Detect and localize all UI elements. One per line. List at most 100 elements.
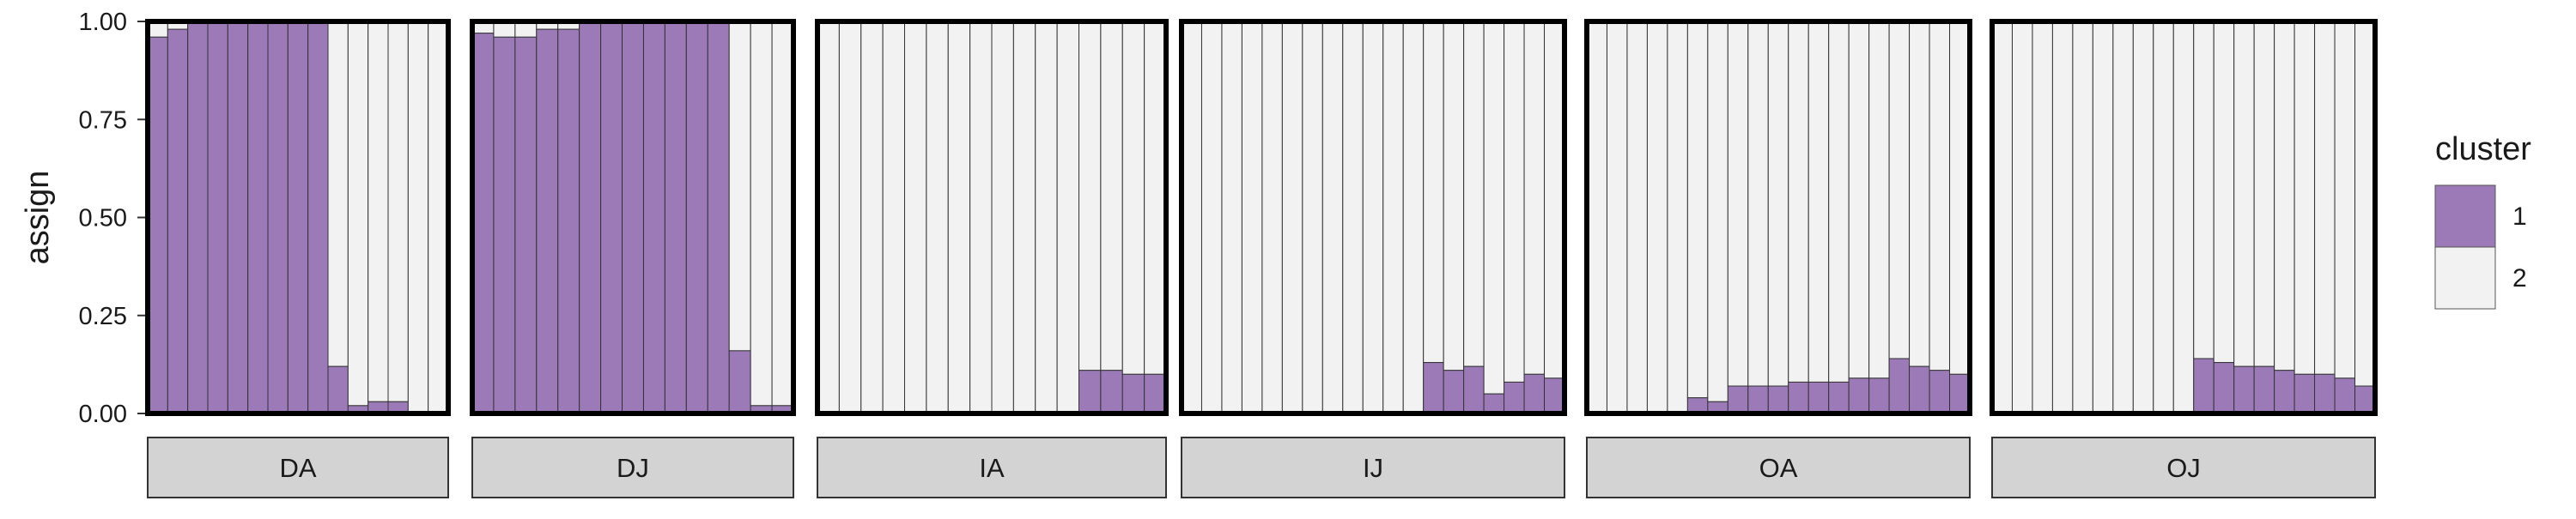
facet-strip xyxy=(471,437,794,498)
bar-cluster1 xyxy=(247,21,269,414)
y-axis-title: assign xyxy=(20,171,56,265)
bar-cluster1 xyxy=(2314,373,2336,414)
bar-cluster1 xyxy=(1144,373,1167,414)
bar-cluster1 xyxy=(1929,370,1951,414)
bar-cluster1 xyxy=(2334,377,2356,414)
bar-cluster1 xyxy=(147,36,168,414)
bar-cluster2 xyxy=(1747,21,1769,387)
bar-cluster1 xyxy=(307,21,329,414)
y-tick-label: 0.00 xyxy=(79,401,127,428)
bar-cluster2 xyxy=(1807,21,1830,383)
bar-cluster2 xyxy=(2153,21,2174,414)
panel-border xyxy=(145,19,451,416)
bar-cluster2 xyxy=(991,21,1014,414)
bar-cluster1 xyxy=(1848,377,1870,414)
bar-cluster2 xyxy=(347,21,369,407)
bar-cluster1 xyxy=(1483,393,1505,414)
bar-cluster2 xyxy=(1788,21,1809,383)
bar-cluster1 xyxy=(1909,365,1930,414)
bar-cluster1 xyxy=(2253,365,2275,414)
bar-cluster2 xyxy=(1181,21,1202,414)
bar-cluster2 xyxy=(947,21,971,414)
bar-cluster2 xyxy=(2172,21,2195,414)
bar-cluster1 xyxy=(187,21,209,414)
bar-cluster2 xyxy=(2334,21,2356,379)
bar-cluster1 xyxy=(1463,365,1485,414)
legend-title: cluster xyxy=(2435,131,2531,167)
bar-cluster2 xyxy=(2233,21,2255,367)
bar-cluster2 xyxy=(1504,21,1525,383)
legend-label-2: 2 xyxy=(2512,264,2527,293)
bar-cluster2 xyxy=(1221,21,1242,414)
bar-cluster2 xyxy=(728,21,751,352)
bar-cluster1 xyxy=(514,36,538,414)
bar-cluster2 xyxy=(1727,21,1749,387)
bar-cluster1 xyxy=(1747,385,1769,414)
bar-cluster1 xyxy=(1544,377,1565,414)
bar-cluster2 xyxy=(1342,21,1364,414)
bar-cluster1 xyxy=(1443,370,1465,414)
bar-cluster1 xyxy=(1828,381,1850,414)
bar-cluster2 xyxy=(2354,21,2376,387)
bar-cluster2 xyxy=(2193,21,2215,359)
bar-cluster2 xyxy=(2092,21,2114,414)
bar-cluster2 xyxy=(1200,21,1223,414)
bar-cluster1 xyxy=(1423,362,1444,414)
bar-cluster2 xyxy=(1121,21,1145,375)
bar-cluster1 xyxy=(2193,358,2215,414)
bar-cluster1 xyxy=(227,21,249,414)
panel-border xyxy=(470,19,796,416)
bar-cluster1 xyxy=(493,36,516,414)
bar-cluster2 xyxy=(1241,21,1263,414)
bar-cluster1 xyxy=(207,21,228,414)
bar-cluster2 xyxy=(1848,21,1870,379)
bar-cluster2 xyxy=(1888,21,1911,359)
bar-cluster2 xyxy=(1302,21,1323,414)
bar-cluster2 xyxy=(1667,21,1688,414)
panel-border xyxy=(1584,19,1972,416)
bar-cluster1 xyxy=(1523,373,1546,414)
bar-cluster1 xyxy=(167,28,189,414)
bar-cluster2 xyxy=(1586,21,1607,414)
facet-strip xyxy=(817,437,1167,498)
facet-strip xyxy=(1586,437,1971,498)
bar-cluster2 xyxy=(2253,21,2275,367)
bar-cluster2 xyxy=(1443,21,1465,371)
facet-strip xyxy=(1181,437,1565,498)
bar-cluster1 xyxy=(1949,373,1971,414)
bar-cluster1 xyxy=(1888,358,1911,414)
bar-cluster1 xyxy=(2274,370,2295,414)
legend-label-1: 1 xyxy=(2512,202,2527,231)
bar-cluster2 xyxy=(1423,21,1444,364)
bar-cluster2 xyxy=(2011,21,2033,414)
bar-cluster2 xyxy=(1056,21,1079,414)
bar-cluster1 xyxy=(1504,381,1525,414)
facet-label: DA xyxy=(279,453,316,483)
bar-cluster1 xyxy=(2213,362,2235,414)
y-axis: 0.00 0.25 0.50 0.75 1.00 assign xyxy=(20,9,148,428)
bar-cluster1 xyxy=(1807,381,1830,414)
legend: cluster 1 2 xyxy=(2434,131,2531,310)
panel-oj: OJ xyxy=(1990,19,2378,498)
bar-cluster2 xyxy=(1100,21,1123,371)
bar-cluster1 xyxy=(642,21,665,414)
panel-border xyxy=(1179,19,1567,416)
facet-label: OA xyxy=(1759,453,1798,483)
facet-label: OJ xyxy=(2166,453,2201,483)
bar-cluster2 xyxy=(2072,21,2093,414)
bar-cluster2 xyxy=(1281,21,1303,414)
facet-panels: DA DJ IA IJ OA OJ xyxy=(145,19,2378,498)
bar-cluster2 xyxy=(387,21,409,402)
bar-cluster2 xyxy=(1707,21,1728,402)
bar-cluster1 xyxy=(267,21,289,414)
legend-key-1 xyxy=(2434,184,2496,248)
y-tick-label: 0.50 xyxy=(79,205,127,232)
bar-cluster2 xyxy=(904,21,927,414)
bar-cluster1 xyxy=(1121,373,1145,414)
bar-cluster2 xyxy=(2293,21,2316,375)
bar-cluster2 xyxy=(1402,21,1425,414)
bar-cluster2 xyxy=(771,21,794,407)
bar-cluster2 xyxy=(1321,21,1344,414)
panel-ij: IJ xyxy=(1179,19,1567,498)
bar-cluster1 xyxy=(685,21,708,414)
